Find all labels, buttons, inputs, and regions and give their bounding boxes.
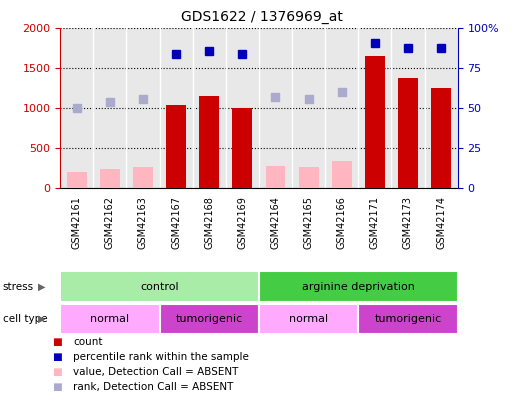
Text: count: count	[73, 337, 103, 347]
Text: tumorigenic: tumorigenic	[374, 314, 441, 324]
Text: GSM42163: GSM42163	[138, 196, 148, 249]
Bar	[332, 161, 351, 188]
Text: GSM42174: GSM42174	[436, 196, 446, 249]
Text: value, Detection Call = ABSENT: value, Detection Call = ABSENT	[73, 367, 238, 377]
Text: GSM42169: GSM42169	[237, 196, 247, 249]
Text: GSM42173: GSM42173	[403, 196, 413, 249]
Bar	[365, 56, 385, 188]
Text: cell type: cell type	[3, 314, 47, 324]
Text: GSM42171: GSM42171	[370, 196, 380, 249]
Text: normal: normal	[289, 314, 328, 324]
Text: ▶: ▶	[38, 314, 46, 324]
Bar	[398, 78, 418, 188]
Text: GSM42165: GSM42165	[303, 196, 314, 249]
Text: percentile rank within the sample: percentile rank within the sample	[73, 352, 249, 362]
Bar	[232, 108, 252, 188]
Bar	[266, 166, 286, 188]
Text: GSM42161: GSM42161	[72, 196, 82, 249]
Bar	[133, 167, 153, 188]
Text: normal: normal	[90, 314, 129, 324]
Text: ■: ■	[52, 367, 62, 377]
Text: tumorigenic: tumorigenic	[176, 314, 243, 324]
Bar	[100, 169, 120, 188]
Text: ▶: ▶	[38, 281, 46, 292]
Bar	[299, 167, 319, 188]
Text: GSM42166: GSM42166	[337, 196, 347, 249]
Text: GSM42168: GSM42168	[204, 196, 214, 249]
Text: GSM42167: GSM42167	[171, 196, 181, 249]
Text: arginine deprivation: arginine deprivation	[302, 281, 415, 292]
Text: control: control	[140, 281, 179, 292]
Text: GSM42162: GSM42162	[105, 196, 115, 249]
Text: rank, Detection Call = ABSENT: rank, Detection Call = ABSENT	[73, 382, 234, 392]
Text: GSM42164: GSM42164	[270, 196, 280, 249]
Text: ■: ■	[52, 337, 62, 347]
Bar	[67, 173, 87, 188]
Bar	[199, 96, 219, 188]
Bar	[431, 87, 451, 188]
Text: stress: stress	[3, 281, 34, 292]
Text: ■: ■	[52, 382, 62, 392]
Text: ■: ■	[52, 352, 62, 362]
Text: GDS1622 / 1376969_at: GDS1622 / 1376969_at	[180, 10, 343, 24]
Bar	[166, 105, 186, 188]
